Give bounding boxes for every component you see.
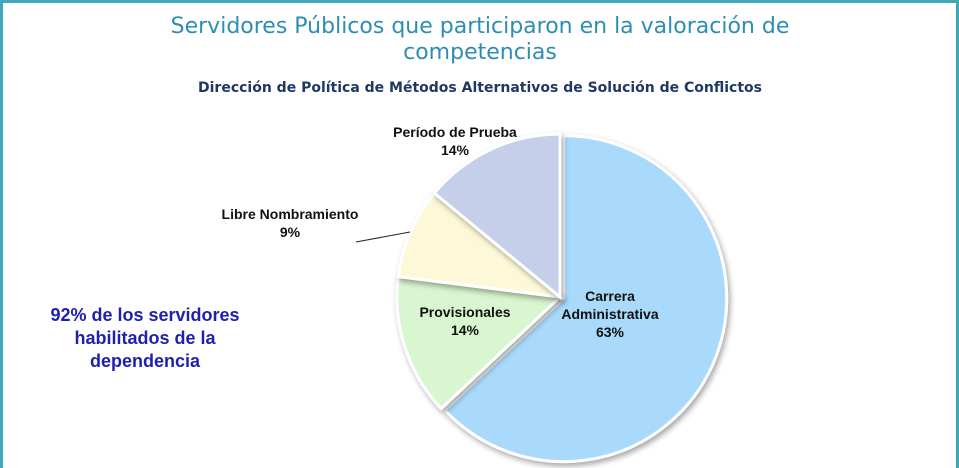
slice-name: Libre Nombramiento bbox=[221, 206, 359, 222]
slice-name: Período de Prueba bbox=[393, 124, 517, 140]
slice-label: Período de Prueba 14% bbox=[355, 123, 555, 159]
leader-line bbox=[355, 231, 411, 243]
chart-title: Servidores Públicos que participaron en … bbox=[170, 14, 790, 65]
annotation: 92% de los servidores habilitados de la … bbox=[50, 305, 240, 371]
slice-percent: 63% bbox=[595, 324, 625, 340]
pie-slice bbox=[396, 190, 565, 300]
slice-percent: 9% bbox=[279, 224, 301, 240]
slice-percent: 14% bbox=[440, 142, 470, 158]
pie-slice bbox=[395, 274, 564, 411]
slice-label: Carrera Administrativa 63% bbox=[535, 287, 685, 341]
slice-name: Carrera Administrativa bbox=[561, 288, 659, 322]
pie-slice bbox=[442, 134, 729, 464]
slice-percent: 14% bbox=[450, 322, 480, 338]
pie-slice bbox=[432, 132, 562, 301]
slice-label: Provisionales 14% bbox=[400, 303, 530, 339]
chart-subtitle: Dirección de Política de Métodos Alterna… bbox=[198, 80, 762, 96]
slice-label: Libre Nombramiento 9% bbox=[215, 205, 365, 241]
slice-name: Provisionales bbox=[419, 304, 511, 320]
